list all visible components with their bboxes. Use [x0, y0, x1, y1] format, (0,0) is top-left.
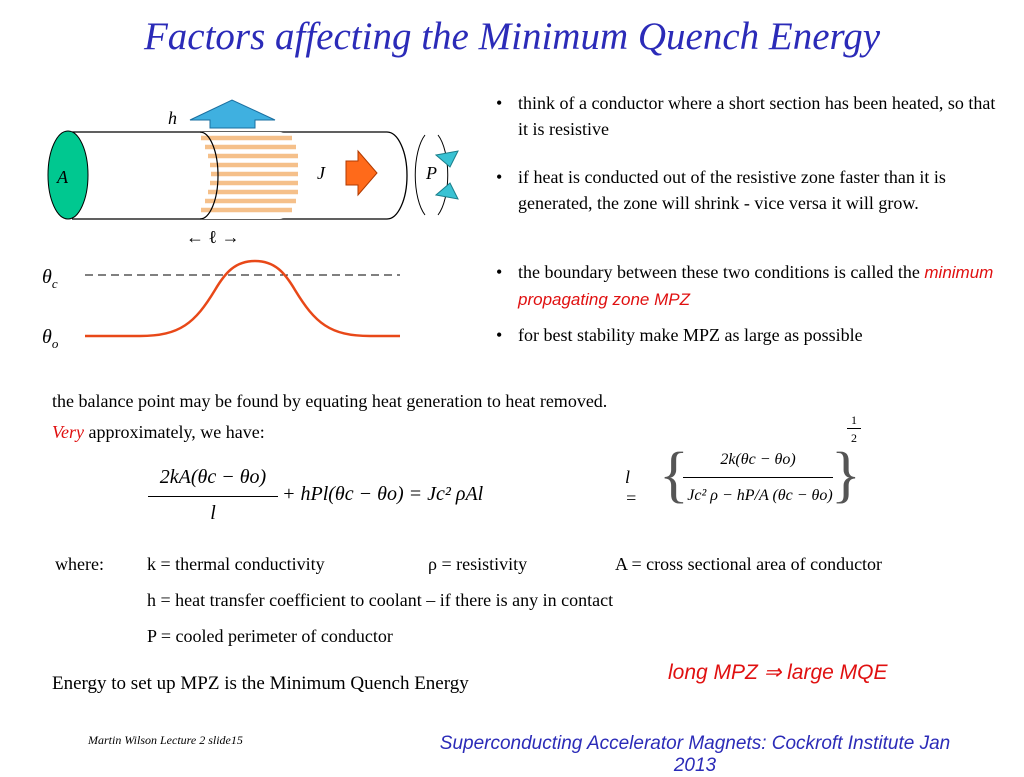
- long-mpz-statement: long MPZ ⇒ large MQE: [668, 661, 888, 684]
- energy-line: Energy to set up MPZ is the Minimum Quen…: [52, 673, 469, 694]
- eq1-denominator: l: [210, 502, 216, 524]
- eq2-exp-den: 2: [851, 431, 857, 445]
- label-A: A: [56, 167, 69, 187]
- footer-right: Superconducting Accelerator Magnets: Coc…: [439, 733, 951, 776]
- eq2-exp-num: 1: [851, 413, 857, 427]
- eq2-lhs: l =: [625, 467, 638, 508]
- label-P: P: [425, 163, 437, 183]
- balance-line: the balance point may be found by equati…: [52, 391, 608, 411]
- bullet-1: • think of a conductor where a short sec…: [496, 93, 996, 139]
- eq2-denominator: Jc² ρ − hP/A (θc − θo): [687, 487, 833, 504]
- heat-up-arrow-icon: [189, 99, 276, 129]
- def-k: k = thermal conductivity: [147, 554, 325, 574]
- approx-line: Very approximately, we have:: [52, 422, 265, 442]
- bullet-2: • if heat is conducted out of the resist…: [496, 167, 946, 213]
- label-length: ← ℓ →: [186, 227, 240, 247]
- eq1-numerator: 2kA(θc − θo): [159, 466, 267, 488]
- eq1-rest: + hPl(θc − θo) = Jc² ρAl: [282, 483, 484, 505]
- def-P: P = cooled perimeter of conductor: [147, 626, 393, 646]
- perimeter-arrow-bottom-icon: [434, 182, 459, 200]
- bullet-4: • for best stability make MPZ as large a…: [496, 325, 863, 345]
- eq2-fraction-bar: [683, 477, 833, 478]
- def-rho: ρ = resistivity: [428, 554, 528, 574]
- conductor-diagram: A h J P ← ℓ → θc θo: [42, 99, 459, 351]
- def-h: h = heat transfer coefficient to coolant…: [147, 590, 614, 610]
- eq2-right-brace: }: [831, 441, 861, 509]
- slide-title: Factors affecting the Minimum Quench Ene…: [143, 15, 881, 58]
- bullet-3: • the boundary between these two conditi…: [496, 262, 994, 309]
- label-theta-o: θo: [42, 326, 59, 351]
- perimeter-arrow-top-icon: [434, 150, 459, 168]
- eq2-left-brace: {: [659, 441, 689, 509]
- where-label: where:: [55, 554, 104, 574]
- eq1-fraction-bar: [148, 496, 278, 497]
- def-A: A = cross sectional area of conductor: [615, 554, 883, 574]
- heated-section: [199, 131, 298, 220]
- temperature-curve: [85, 259, 400, 338]
- label-theta-c: θc: [42, 266, 58, 291]
- footer-left: Martin Wilson Lecture 2 slide15: [88, 733, 243, 747]
- eq2-numerator: 2k(θc − θo): [720, 451, 796, 468]
- label-h: h: [168, 108, 177, 128]
- current-arrow-icon: [345, 149, 378, 197]
- label-J: J: [317, 163, 326, 183]
- mpz-highlight: minimum propagating zone MPZ: [518, 263, 994, 309]
